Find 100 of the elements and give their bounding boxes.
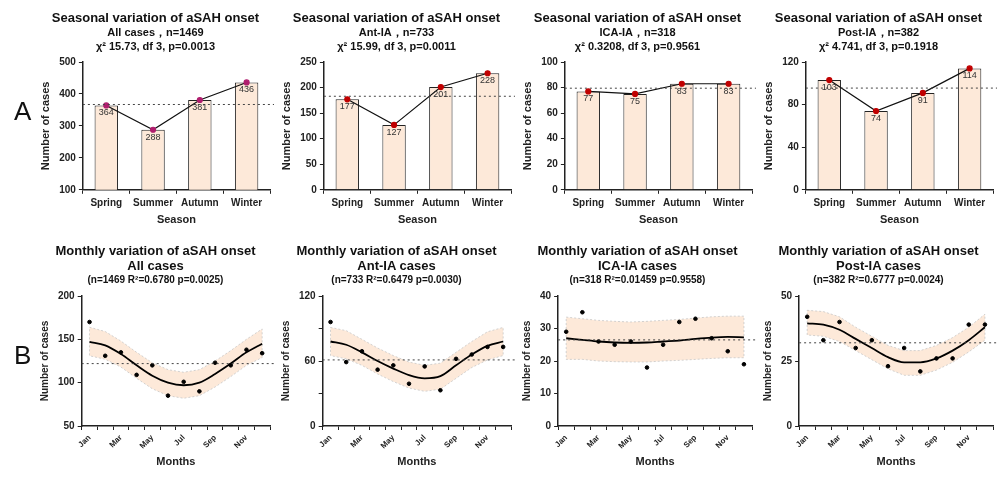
y-axis-title: Number of cases	[38, 81, 51, 171]
y-tick-label: 0	[310, 419, 317, 431]
x-tick-label: Mar	[107, 433, 124, 450]
x-tick-label: Mar	[826, 433, 843, 450]
x-tick-label: Sep	[922, 432, 940, 450]
x-axis-title: Months	[876, 455, 916, 468]
data-label: 288	[145, 131, 161, 142]
x-tick-label: Summer	[133, 196, 174, 208]
text: χ² 15.99, df 3, p=0.0011	[336, 39, 457, 53]
y-axis-title: Number of cases	[761, 320, 773, 402]
x-tick-label: Summer	[615, 196, 656, 208]
x-tick-label: Summer	[856, 196, 897, 208]
y-tick-label: 100	[300, 132, 318, 144]
y-tick-label: 10	[540, 387, 552, 399]
chart-subtitle: Post-IA cases	[835, 258, 922, 273]
data-label: 127	[386, 126, 402, 137]
y-axis-title: Number of cases	[520, 320, 532, 402]
y-tick-label: 20	[540, 354, 552, 366]
data-label: 228	[480, 75, 496, 86]
y-tick-label: 25	[781, 354, 793, 366]
text: (n=382 R²=0.6777 p=0.0024)	[812, 273, 945, 287]
y-tick-label: 100	[541, 55, 559, 67]
chart-title: Monthly variation of aSAH onset	[54, 243, 257, 258]
y-tick-label: 0	[545, 419, 552, 431]
x-tick-label: Nov	[954, 432, 973, 451]
x-tick-label: Spring	[572, 196, 605, 208]
y-tick-label: 20	[546, 157, 559, 169]
x-tick-label: Summer	[374, 196, 415, 208]
x-tick-label: Nov	[232, 432, 250, 451]
y-tick-label: 500	[59, 55, 77, 67]
x-tick-label: Jan	[553, 432, 570, 450]
text: A	[14, 96, 32, 127]
y-tick-label: 0	[786, 419, 793, 431]
data-label: 436	[239, 84, 255, 95]
data-label: 77	[583, 93, 594, 104]
y-tick-label: 50	[305, 157, 318, 169]
x-tick-label: Autumn	[421, 196, 460, 208]
x-tick-label: Sep	[201, 432, 219, 450]
y-axis-title: Number of cases	[761, 81, 774, 171]
x-tick-label: Autumn	[180, 196, 219, 208]
x-tick-label: Mar	[348, 433, 365, 450]
y-axis-title: Number of cases	[38, 320, 50, 402]
data-label: 83	[676, 85, 687, 96]
text: (n=733 R²=0.6479 p=0.0030)	[330, 273, 463, 287]
chart-subtitle: Ant-IA，n=733	[357, 25, 436, 39]
x-tick-label: Spring	[331, 196, 364, 208]
text: χ² 15.73, df 3, p=0.0013	[94, 39, 217, 53]
text: (n=1469 R²=0.6780 p=0.0025)	[86, 273, 225, 287]
y-tick-label: 0	[793, 183, 800, 195]
x-tick-label: Jan	[76, 432, 93, 450]
y-tick-label: 100	[59, 183, 77, 195]
chart-title: Monthly variation of aSAH onset	[295, 243, 498, 258]
y-tick-label: 100	[58, 376, 76, 388]
x-tick-label: Mar	[585, 433, 602, 450]
x-tick-label: Nov	[713, 432, 732, 451]
y-tick-label: 200	[58, 289, 76, 301]
x-tick-label: Spring	[90, 196, 123, 208]
x-tick-label: Nov	[473, 432, 491, 451]
x-tick-label: Jul	[413, 433, 428, 448]
y-tick-label: 50	[63, 419, 76, 431]
y-tick-label: 300	[59, 119, 77, 131]
data-label: 83	[723, 85, 734, 96]
chart-title: Monthly variation of aSAH onset	[536, 243, 739, 258]
x-tick-label: Winter	[954, 196, 986, 208]
x-tick-label: Autumn	[903, 196, 942, 208]
x-tick-label: Jul	[172, 433, 187, 448]
y-tick-label: 0	[311, 183, 318, 195]
x-tick-label: Spring	[813, 196, 846, 208]
y-tick-label: 400	[59, 87, 77, 99]
x-axis-title: Season	[879, 213, 920, 226]
y-tick-label: 80	[546, 81, 559, 93]
x-axis-title: Season	[397, 213, 438, 226]
x-axis-title: Months	[156, 455, 196, 468]
data-label: 74	[871, 112, 882, 123]
y-tick-label: 150	[300, 106, 318, 118]
y-tick-label: 40	[546, 132, 559, 144]
data-label: 103	[821, 82, 837, 93]
x-tick-label: Autumn	[662, 196, 701, 208]
chart-title: Seasonal variation of aSAH onset	[291, 10, 502, 25]
data-label: 381	[192, 102, 208, 112]
y-tick-label: 60	[304, 354, 317, 366]
data-label: 114	[962, 70, 977, 81]
x-axis-title: Season	[638, 213, 679, 226]
y-tick-label: 250	[300, 55, 318, 67]
y-tick-label: 0	[552, 183, 559, 195]
chart-subtitle: All cases，n=1469	[106, 25, 205, 39]
x-axis-title: Season	[156, 213, 197, 226]
y-tick-label: 200	[59, 151, 77, 163]
y-tick-label: 120	[299, 289, 317, 301]
y-tick-label: 50	[781, 289, 793, 301]
x-tick-label: Jul	[651, 433, 667, 448]
x-tick-label: Winter	[231, 196, 263, 208]
y-tick-label: 200	[300, 81, 318, 93]
x-tick-label: Jan	[794, 432, 811, 450]
chart-subtitle: Post-IA，n=382	[837, 25, 920, 39]
chart-title: Seasonal variation of aSAH onset	[532, 10, 743, 25]
text: χ² 4.741, df 3, p=0.1918	[817, 39, 940, 53]
y-tick-label: 80	[787, 98, 800, 110]
y-tick-label: 40	[540, 289, 552, 301]
chart-title: Seasonal variation of aSAH onset	[50, 10, 261, 25]
